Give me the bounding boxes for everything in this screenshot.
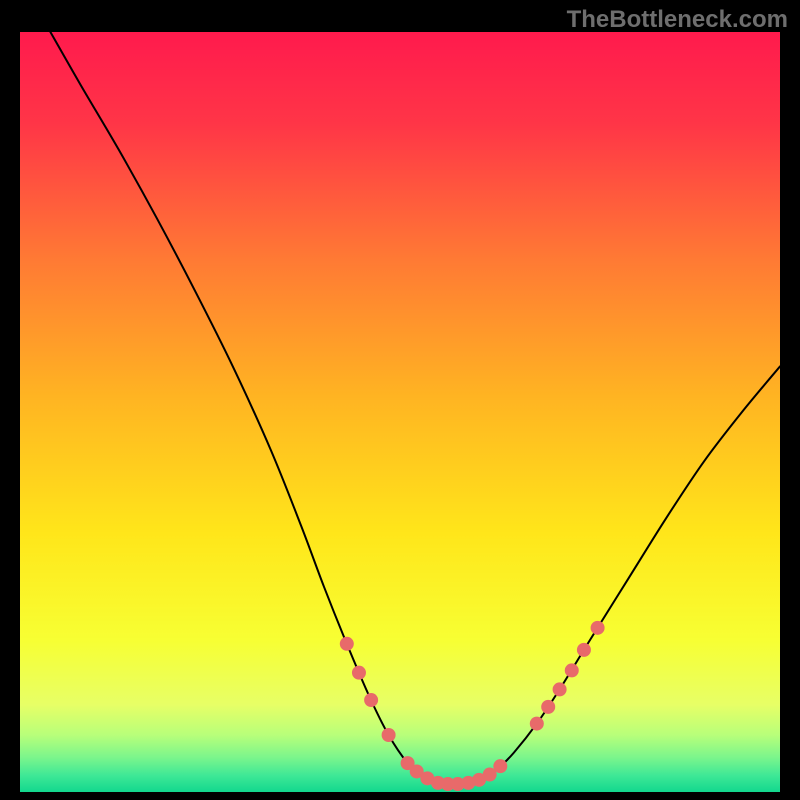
scatter-point: [382, 728, 396, 742]
chart-stage: TheBottleneck.com: [0, 0, 800, 800]
scatter-point: [352, 666, 366, 680]
scatter-point: [577, 643, 591, 657]
scatter-point: [541, 700, 555, 714]
watermark-text: TheBottleneck.com: [567, 6, 788, 34]
scatter-point: [591, 621, 605, 635]
scatter-point: [530, 717, 544, 731]
scatter-point: [364, 693, 378, 707]
scatter-point: [565, 663, 579, 677]
plot-area: [20, 32, 780, 792]
scatter-point: [553, 682, 567, 696]
scatter-point: [493, 759, 507, 773]
scatter-point: [340, 637, 354, 651]
chart-svg: [20, 32, 780, 792]
gradient-background: [20, 32, 780, 792]
